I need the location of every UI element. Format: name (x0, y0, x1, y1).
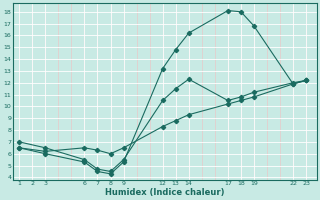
X-axis label: Humidex (Indice chaleur): Humidex (Indice chaleur) (105, 188, 224, 197)
